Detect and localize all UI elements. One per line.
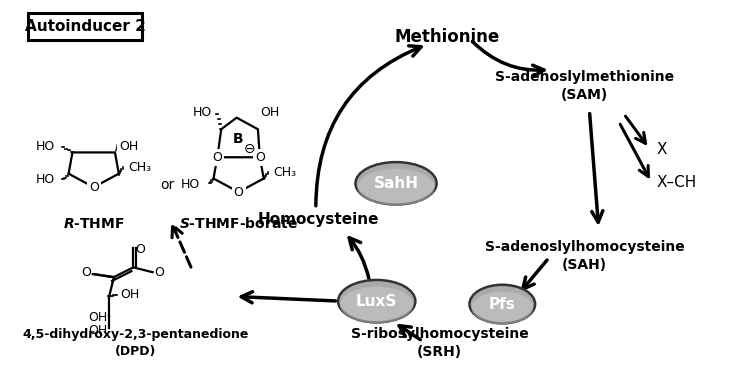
Text: OH: OH [118,140,138,153]
Text: X: X [657,142,668,157]
Text: HO: HO [36,173,55,186]
Text: OH: OH [88,311,107,324]
Text: LuxS: LuxS [356,294,398,309]
Text: S-adenoslylmethionine
(SAM): S-adenoslylmethionine (SAM) [495,69,674,102]
Text: Methionine: Methionine [394,29,500,46]
Ellipse shape [472,291,533,324]
Text: HO: HO [192,106,211,119]
Text: OH: OH [121,288,140,301]
Text: Autoinducer 2: Autoinducer 2 [25,19,146,34]
Text: O: O [255,151,265,164]
Text: HO: HO [181,178,200,191]
Ellipse shape [470,285,536,323]
Text: OH: OH [260,106,279,119]
Text: X–CH: X–CH [657,175,697,190]
Text: OH: OH [88,324,107,337]
FancyBboxPatch shape [28,14,142,41]
Text: $\bfit{R}$-THMF: $\bfit{R}$-THMF [63,217,124,231]
Ellipse shape [340,287,413,323]
Text: B: B [232,132,243,146]
Ellipse shape [358,169,435,206]
Text: O: O [212,151,222,164]
Text: O: O [234,186,244,198]
Text: 4,5-dihydroxy-2,3-pentanedione
(DPD): 4,5-dihydroxy-2,3-pentanedione (DPD) [22,328,248,358]
Text: O: O [81,266,91,279]
Ellipse shape [356,162,436,205]
Text: ⊖: ⊖ [244,142,255,156]
Text: O: O [135,242,145,256]
Polygon shape [115,143,117,152]
Text: HO: HO [36,140,55,153]
Text: S-ribosylhomocysteine
(SRH): S-ribosylhomocysteine (SRH) [351,327,529,359]
Text: or: or [160,178,174,192]
Text: S-adenoslylhomocysteine
(SAH): S-adenoslylhomocysteine (SAH) [484,240,684,272]
Text: Pfs: Pfs [489,296,516,312]
Text: O: O [88,181,99,194]
Text: SahH: SahH [374,176,419,191]
Text: CH₃: CH₃ [128,161,152,174]
Text: CH₃: CH₃ [273,166,296,179]
Text: Homocysteine: Homocysteine [258,212,380,227]
Text: $\bfit{S}$-THMF-borate: $\bfit{S}$-THMF-borate [179,217,298,232]
Ellipse shape [338,280,416,322]
Text: O: O [154,266,164,279]
